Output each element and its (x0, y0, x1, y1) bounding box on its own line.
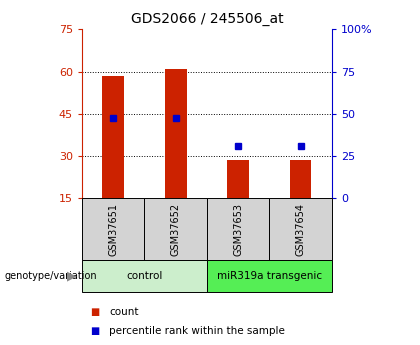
Text: GSM37652: GSM37652 (171, 203, 181, 256)
Text: GSM37654: GSM37654 (296, 203, 306, 256)
Bar (207, 198, 269, 260)
Bar (165, 69, 186, 198)
Text: control: control (126, 271, 163, 281)
Bar (144, 198, 207, 260)
Bar (82, 198, 144, 260)
Text: ■: ■ (90, 326, 100, 336)
Bar (290, 160, 312, 198)
Title: GDS2066 / 245506_at: GDS2066 / 245506_at (131, 11, 283, 26)
Bar (227, 160, 249, 198)
Text: ■: ■ (90, 307, 100, 317)
Bar (269, 198, 332, 260)
Text: percentile rank within the sample: percentile rank within the sample (109, 326, 285, 336)
Text: miR319a transgenic: miR319a transgenic (217, 271, 322, 281)
Text: genotype/variation: genotype/variation (4, 271, 97, 281)
Text: count: count (109, 307, 139, 317)
Bar (207, 260, 332, 292)
Text: GSM37653: GSM37653 (233, 203, 243, 256)
Text: ▶: ▶ (67, 269, 76, 283)
Bar (102, 76, 124, 198)
Bar (82, 260, 207, 292)
Text: GSM37651: GSM37651 (108, 203, 118, 256)
